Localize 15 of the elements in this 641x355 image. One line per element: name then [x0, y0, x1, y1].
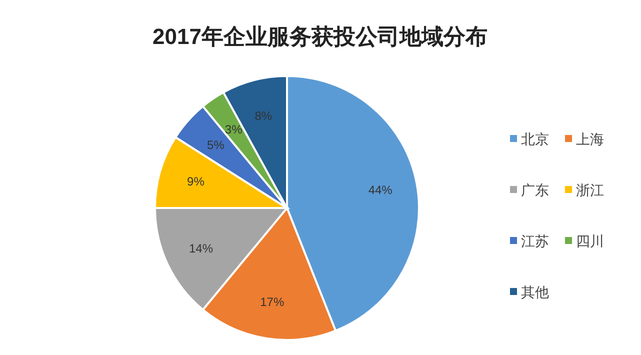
chart-title: 2017年企业服务获投公司地域分布	[152, 24, 488, 49]
legend-label: 四川	[576, 233, 604, 249]
legend-label: 上海	[576, 131, 604, 147]
legend-label: 江苏	[521, 233, 549, 249]
legend-label: 其他	[521, 284, 549, 300]
legend-label: 北京	[521, 131, 549, 147]
data-label: 8%	[254, 108, 272, 123]
data-label: 9%	[187, 174, 205, 188]
legend-label: 广东	[521, 182, 549, 198]
legend-label: 浙江	[576, 182, 604, 198]
data-label: 44%	[368, 183, 393, 198]
data-label: 14%	[188, 241, 214, 256]
data-label: 5%	[207, 138, 225, 152]
data-label: 17%	[260, 294, 284, 309]
data-label: 3%	[224, 122, 243, 136]
